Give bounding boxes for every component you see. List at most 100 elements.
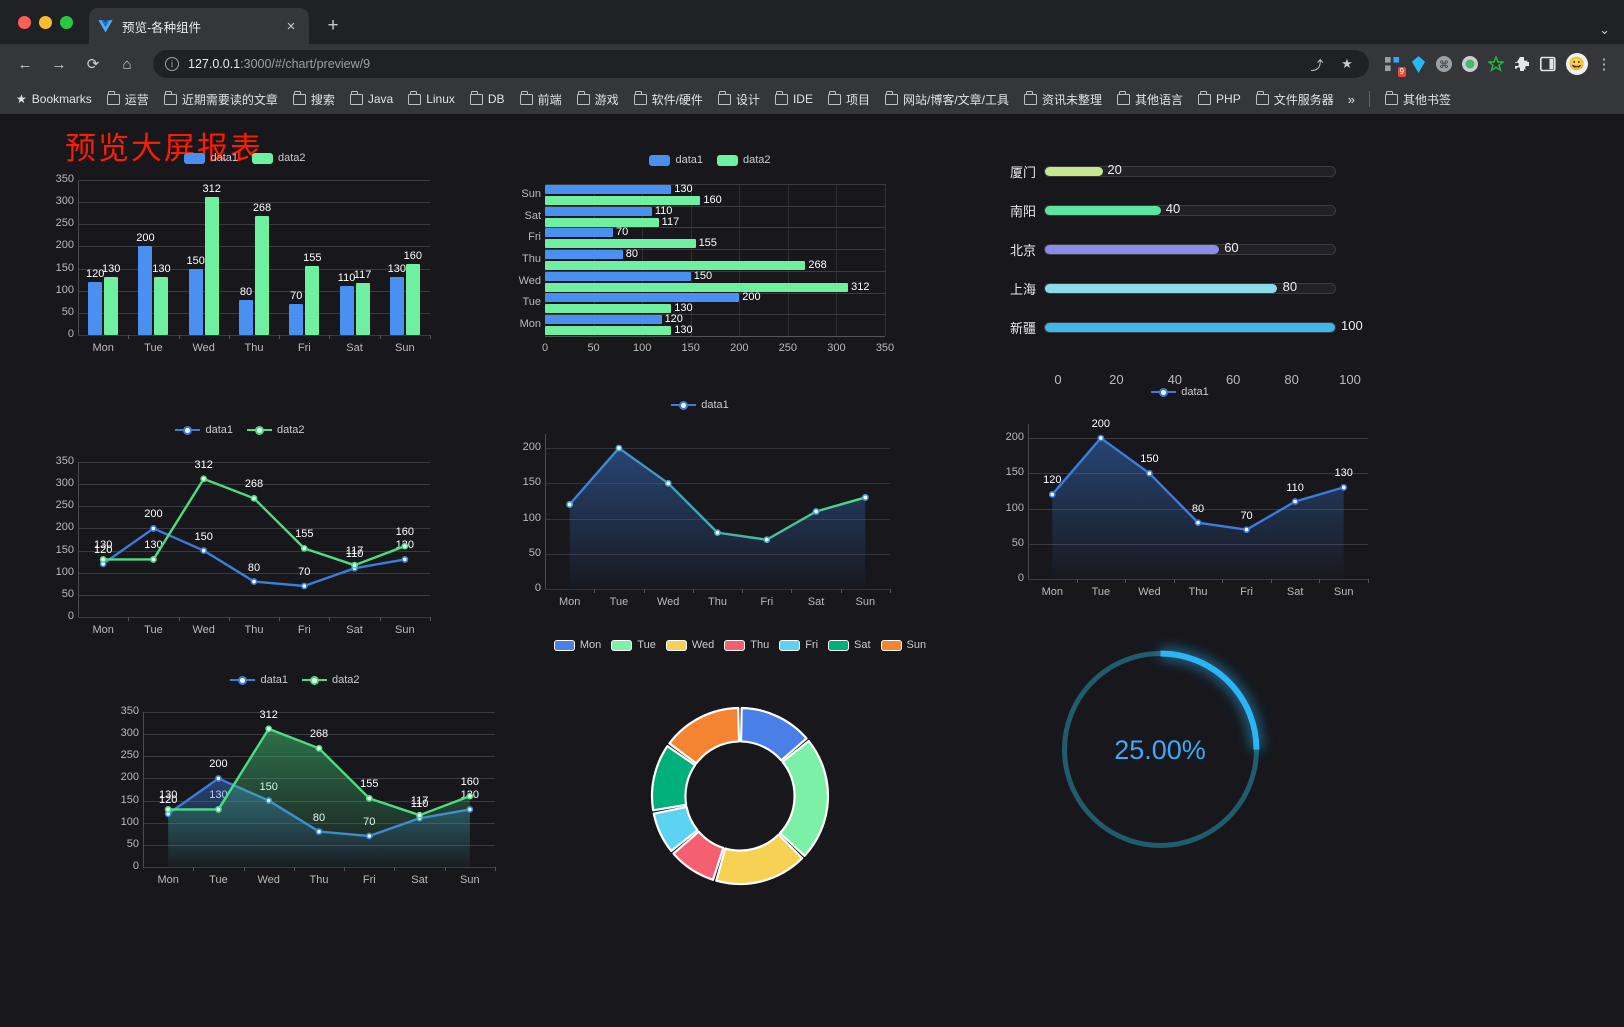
legend-label: data1 [205, 424, 233, 436]
browser-menu-icon[interactable]: ⋮ [1596, 56, 1612, 73]
green-star-icon[interactable] [1484, 52, 1508, 76]
site-info-icon[interactable]: i [165, 57, 179, 71]
bar-value-label: 130 [674, 302, 693, 315]
progress-track[interactable]: 60 [1044, 240, 1336, 255]
gray-circle-icon[interactable]: ⌘ [1432, 52, 1456, 76]
bookmark-star-icon[interactable]: ★ [1341, 56, 1353, 71]
bar [545, 261, 806, 270]
x-axis-tick: Fri [297, 624, 311, 636]
bookmark-item[interactable]: Linux [402, 89, 461, 109]
x-axis-tick: 20 [1109, 372, 1124, 387]
bookmark-label: 近期需要读的文章 [181, 92, 278, 107]
bookmarks-root[interactable]: ★ Bookmarks [10, 89, 98, 109]
bookmark-item[interactable]: IDE [769, 89, 819, 109]
bookmark-item[interactable]: 设计 [712, 88, 766, 111]
diamond-icon[interactable] [1406, 52, 1430, 76]
legend-item[interactable]: Sun [880, 639, 926, 651]
bookmark-item[interactable]: 运营 [101, 88, 155, 111]
grid-line [545, 518, 890, 520]
new-tab-button[interactable]: + [327, 15, 339, 36]
minimize-window-button[interactable] [39, 15, 52, 29]
puzzle-icon[interactable] [1510, 52, 1534, 76]
close-icon[interactable]: × [286, 17, 296, 35]
address-bar[interactable]: i 127.0.0.1:3000/#/chart/preview/9 ⤴ ★ [153, 50, 1369, 78]
y-axis-tick: 150 [1005, 466, 1024, 479]
bookmark-item[interactable]: 文件服务器 [1250, 88, 1340, 111]
chevron-down-icon[interactable]: ⌄ [1599, 22, 1610, 37]
legend-item[interactable]: data1 [230, 674, 288, 686]
donut-slice[interactable] [650, 745, 697, 812]
bookmark-item[interactable]: DB [464, 89, 511, 109]
bookmark-item[interactable]: 网站/博客/文章/工具 [879, 88, 1015, 111]
y-axis-tick: 50 [528, 546, 541, 559]
progress-fill [1045, 206, 1161, 215]
data-point [1048, 491, 1056, 498]
legend-item[interactable]: data2 [302, 674, 360, 686]
bookmark-item[interactable]: 资讯未整理 [1018, 88, 1108, 111]
folder-icon [519, 91, 533, 105]
bookmarks-overflow-button[interactable]: » [1347, 91, 1355, 107]
bookmark-item[interactable]: 近期需要读的文章 [158, 88, 284, 111]
bookmark-item[interactable]: 软件/硬件 [628, 88, 709, 111]
progress-track[interactable]: 20 [1044, 162, 1336, 177]
progress-track[interactable]: 100 [1044, 318, 1363, 333]
chart-legend: data1 data2 [30, 424, 450, 436]
legend-item[interactable]: data1 [649, 154, 703, 166]
progress-track[interactable]: 80 [1044, 279, 1336, 294]
progress-fill [1045, 245, 1219, 254]
donut-slice[interactable] [739, 706, 808, 762]
bookmark-item[interactable]: 搜索 [287, 88, 341, 111]
donut-slice[interactable] [652, 805, 699, 853]
donut-slice[interactable] [715, 833, 804, 886]
forward-icon[interactable]: → [51, 55, 67, 73]
legend-item[interactable]: Mon [553, 639, 601, 651]
legend-item[interactable]: data1 [184, 152, 238, 164]
close-window-button[interactable] [18, 15, 31, 29]
donut-slice[interactable] [668, 706, 741, 765]
legend-item[interactable]: Sat [828, 639, 871, 651]
legend-item[interactable]: Wed [665, 639, 714, 651]
legend-item[interactable]: data1 [175, 424, 233, 436]
green-dot-icon[interactable] [1458, 52, 1482, 76]
extension-grid-icon[interactable]: 9 [1380, 52, 1406, 77]
axis-tick-mark [178, 335, 180, 339]
legend-item[interactable]: data2 [247, 424, 305, 436]
data-point [466, 806, 474, 813]
bar [289, 304, 304, 335]
bookmark-item[interactable]: 前端 [514, 88, 568, 111]
legend-label: Fri [805, 639, 819, 651]
url-text: 127.0.0.1:3000/#/chart/preview/9 [188, 57, 371, 71]
avatar[interactable]: 😀 [1566, 53, 1588, 75]
back-icon[interactable]: ← [17, 55, 33, 73]
sidepanel-icon[interactable] [1536, 52, 1560, 76]
legend-item[interactable]: data2 [252, 152, 306, 164]
bookmark-item[interactable]: 游戏 [571, 88, 625, 111]
legend-item[interactable]: data2 [717, 154, 771, 166]
browser-tab[interactable]: 预览-各种组件 × [89, 8, 309, 44]
legend-label: data2 [278, 152, 306, 164]
y-axis-tick: 350 [55, 173, 74, 185]
x-axis-tick: Sun [395, 624, 415, 636]
legend-item[interactable]: Tue [611, 639, 656, 651]
bookmark-item[interactable]: 其他语言 [1111, 88, 1189, 111]
progress-track[interactable]: 40 [1044, 201, 1336, 216]
reload-icon[interactable]: ⟳ [86, 56, 100, 73]
folder-icon [1198, 91, 1212, 105]
share-icon[interactable]: ⤴ [1310, 57, 1324, 73]
x-axis-tick: 60 [1225, 372, 1241, 387]
x-axis-tick: Tue [609, 596, 629, 608]
legend-item[interactable]: Thu [724, 639, 769, 651]
legend-item[interactable]: Fri [779, 639, 818, 651]
legend-item[interactable]: data1 [671, 399, 729, 411]
maximize-window-button[interactable] [60, 15, 73, 29]
donut-slice[interactable] [778, 739, 830, 857]
bookmark-item[interactable]: 项目 [822, 88, 876, 111]
home-icon[interactable]: ⌂ [122, 55, 132, 73]
donut-slice[interactable] [672, 830, 725, 881]
y-axis-tick: 200 [522, 441, 541, 454]
other-bookmarks-folder[interactable]: 其他书签 [1379, 88, 1457, 111]
bookmark-item[interactable]: PHP [1192, 89, 1247, 109]
legend-swatch [779, 639, 801, 651]
legend-item[interactable]: data1 [1151, 386, 1209, 398]
bookmark-item[interactable]: Java [344, 89, 399, 109]
